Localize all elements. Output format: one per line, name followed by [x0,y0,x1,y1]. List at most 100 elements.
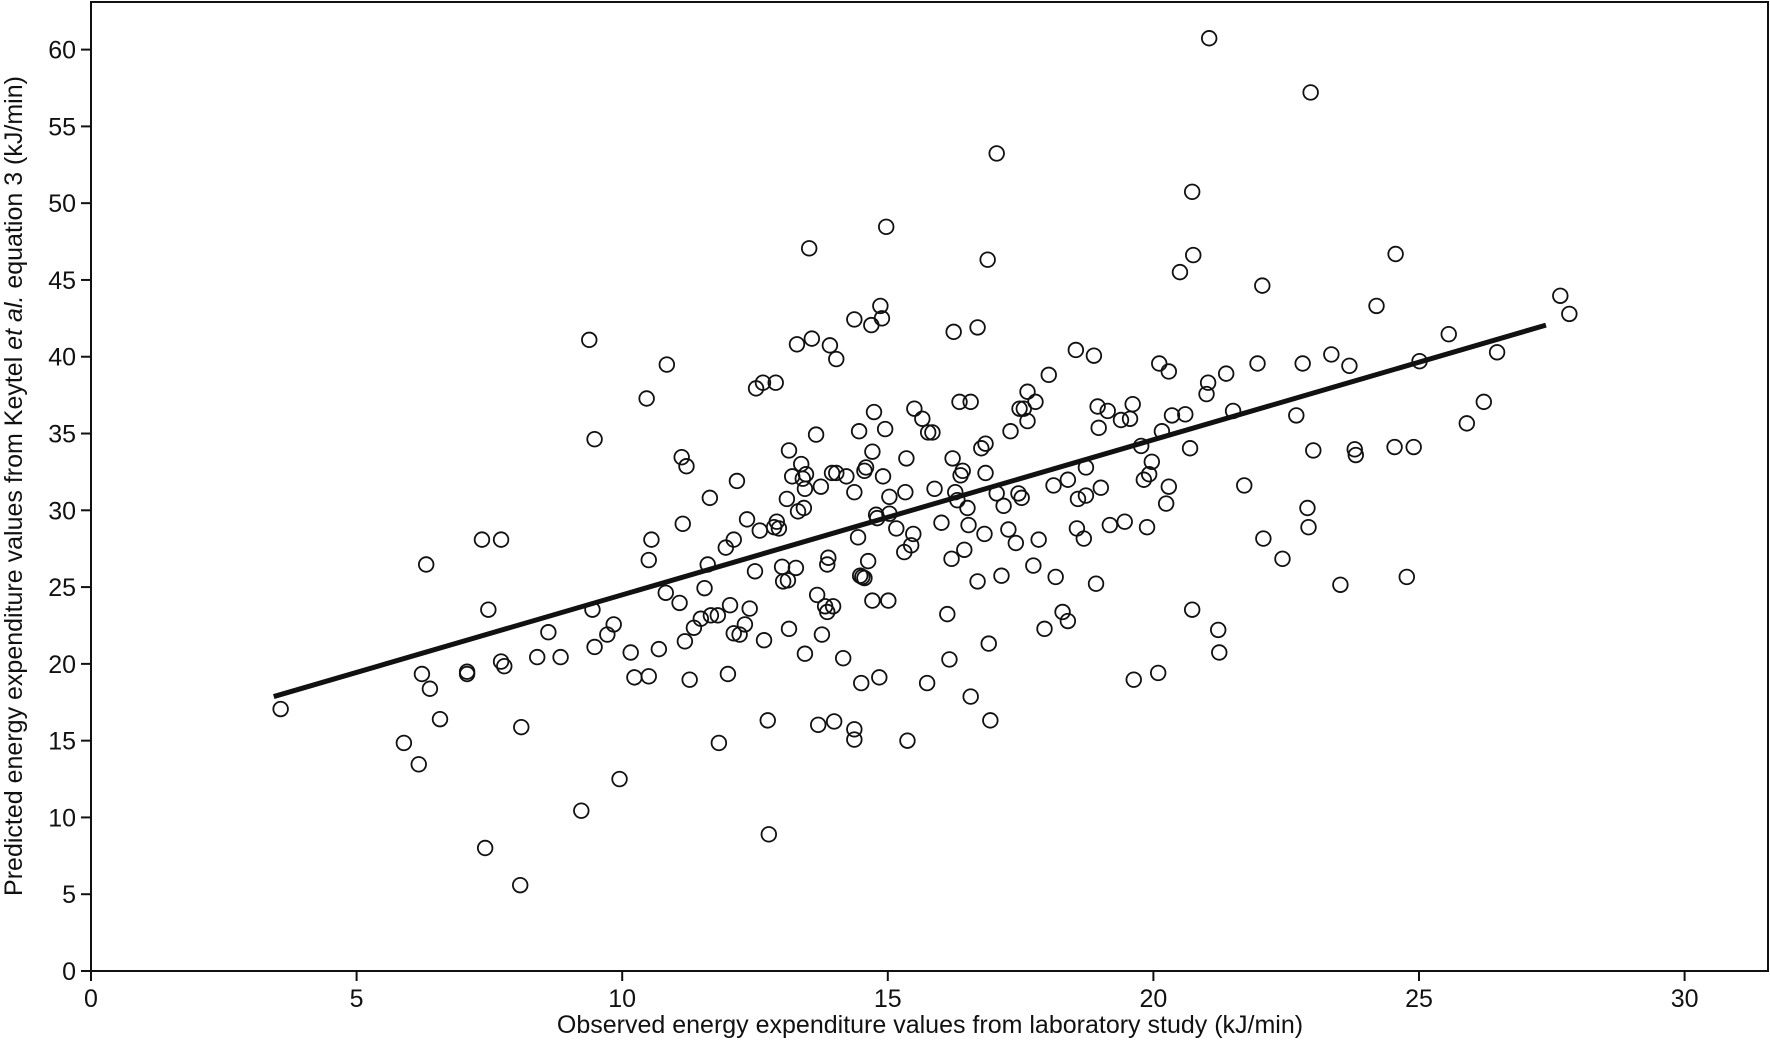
data-point [803,330,821,347]
data-point [794,470,812,487]
x-tick-label: 20 [1139,985,1167,1013]
data-point [1302,84,1319,101]
data-point [1069,490,1087,508]
data-point [272,700,289,718]
data-point [1386,438,1403,456]
data-point [864,592,881,609]
data-point [856,569,873,587]
data-point [1090,419,1107,437]
data-point [779,572,797,589]
data-point [876,420,894,438]
data-point [828,350,845,368]
data-point [746,563,764,580]
data-point [951,393,968,411]
data-point [796,480,814,498]
data-point [796,645,814,662]
data-point [1185,246,1202,264]
data-point [871,669,888,686]
y-axis-label-part: et al. [0,296,28,350]
data-point [1151,355,1168,372]
y-tick-label: 35 [48,421,76,449]
data-point [513,718,530,736]
data-point [1059,612,1077,630]
data-point [768,513,785,530]
data-point [1440,325,1457,343]
data-point [1288,407,1305,424]
data-point [825,713,843,730]
data-point [731,626,748,643]
data-point [933,514,950,531]
data-point [1346,441,1363,458]
data-point [846,311,863,328]
x-tick-label: 0 [84,985,98,1013]
data-point [1138,518,1156,536]
data-point [926,480,943,498]
data-point [880,592,897,609]
data-point [863,316,880,334]
x-tick-label: 25 [1405,985,1433,1013]
data-point [960,516,977,534]
data-point [640,668,657,685]
data-point [1347,446,1364,464]
x-tick-label: 30 [1671,985,1699,1013]
data-point [1087,575,1105,592]
data-point [1019,412,1036,430]
data-point [1019,383,1036,400]
data-point [1121,410,1139,427]
data-point [976,525,993,543]
data-point [820,549,837,566]
data-point [674,515,691,533]
data-point [1047,568,1064,586]
data-point [701,489,719,507]
data-point [622,644,639,661]
data-point [982,712,999,729]
data-point [1255,530,1272,547]
y-tick-label: 40 [48,344,76,372]
data-point [873,310,891,327]
y-tick-label: 55 [48,113,76,141]
data-point [1249,355,1266,372]
data-point [969,573,986,590]
data-point [1199,374,1217,391]
data-point [857,459,875,476]
data-point [1124,395,1141,413]
data-point [611,770,628,788]
x-axis-label: Observed energy expenditure values from … [557,1011,1303,1039]
data-point [1068,520,1086,537]
data-point [1085,347,1103,364]
data-point [529,648,546,666]
data-point [787,559,805,577]
data-point [1561,305,1578,323]
data-point [676,633,694,650]
data-point [838,468,855,485]
data-point [421,680,439,697]
data-point [846,721,863,738]
data-point [864,443,881,460]
data-point [1116,513,1133,530]
data-point [540,624,557,641]
plot-frame [90,1,1769,972]
data-point [1075,530,1093,547]
data-point [738,511,756,528]
data-point [770,520,788,537]
data-point [797,466,815,483]
data-point [1092,479,1110,496]
data-point [888,520,905,537]
data-point [1112,411,1130,429]
data-point [1458,415,1476,432]
data-point [1101,516,1119,534]
data-point [812,478,830,495]
data-point [1010,485,1027,502]
data-point [417,556,435,573]
data-point [1036,620,1053,638]
data-point [853,674,870,692]
y-axis-label-part: equation 3 (kJ/min) [0,76,28,296]
data-point [1183,183,1201,201]
data-point [954,462,971,480]
data-point [725,625,742,642]
data-point [673,448,690,466]
data-point [788,336,806,353]
data-point [897,483,914,501]
data-point [924,424,941,441]
data-point [969,319,986,336]
